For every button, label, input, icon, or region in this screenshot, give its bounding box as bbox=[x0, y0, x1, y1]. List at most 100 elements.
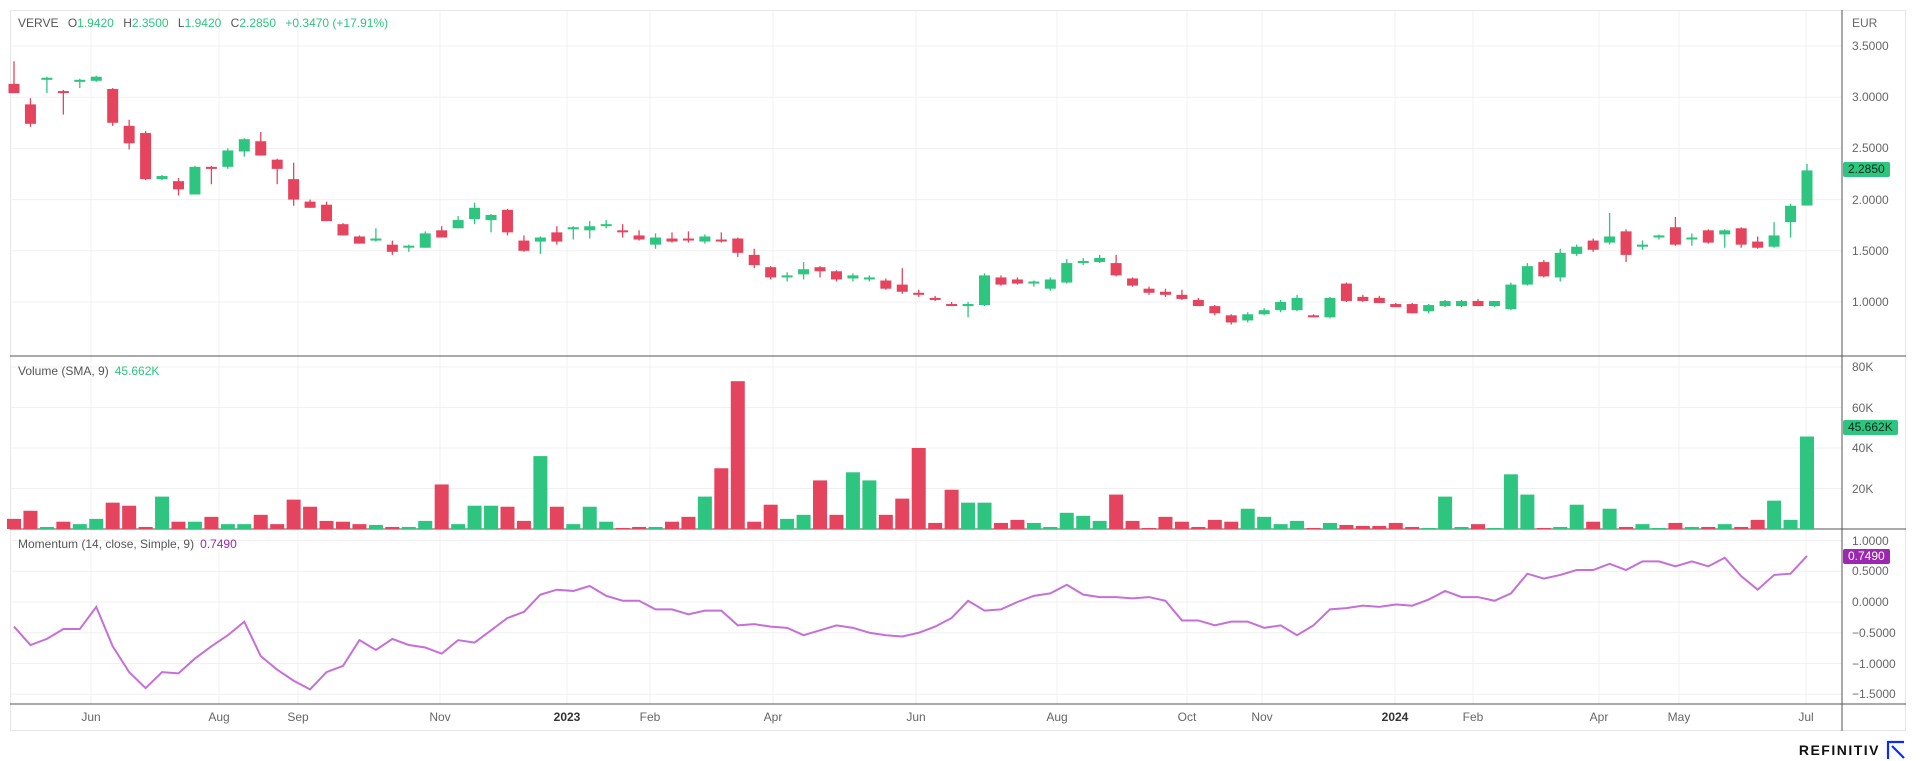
candle-body bbox=[1340, 283, 1352, 301]
volume-bar bbox=[1520, 494, 1535, 529]
volume-bar bbox=[72, 524, 87, 529]
candle-body bbox=[436, 230, 448, 238]
time-axis-label: Aug bbox=[208, 710, 230, 724]
candle-body bbox=[1702, 230, 1714, 243]
candle-body bbox=[551, 232, 563, 242]
volume-bar bbox=[714, 468, 729, 529]
volume-bar bbox=[813, 480, 828, 529]
candle-body bbox=[1094, 257, 1106, 263]
volume-bar bbox=[615, 527, 630, 529]
high-label: H bbox=[123, 16, 132, 30]
volume-bar bbox=[516, 520, 531, 529]
candle-body bbox=[57, 91, 69, 94]
candle-body bbox=[1258, 310, 1270, 315]
volume-bar bbox=[484, 505, 499, 529]
candle-body bbox=[469, 207, 481, 220]
time-axis-label: 2024 bbox=[1381, 710, 1409, 724]
volume-bar bbox=[56, 521, 71, 529]
volume-bar bbox=[286, 499, 301, 529]
momentum-tick-label: 1.0000 bbox=[1852, 533, 1889, 548]
volume-bar bbox=[237, 524, 252, 529]
candle-body bbox=[271, 159, 283, 169]
volume-bar bbox=[533, 456, 548, 529]
volume-bar bbox=[1569, 504, 1584, 529]
price-tick-label: 2.0000 bbox=[1852, 192, 1889, 207]
time-axis-label: Feb bbox=[1462, 710, 1484, 724]
volume-bar bbox=[385, 526, 400, 529]
volume-bar bbox=[582, 506, 597, 529]
candle-body bbox=[1620, 231, 1632, 255]
volume-bar bbox=[270, 524, 285, 529]
volume-bar bbox=[1174, 521, 1189, 529]
candle-body bbox=[1242, 314, 1254, 321]
volume-bar bbox=[1684, 526, 1699, 529]
volume-bar bbox=[944, 489, 959, 529]
volume-bar bbox=[1142, 527, 1157, 529]
candle-body bbox=[205, 166, 217, 169]
open-label: O bbox=[67, 16, 78, 30]
volume-bar bbox=[632, 526, 647, 529]
volume-bar bbox=[1273, 524, 1288, 529]
volume-legend-label: Volume (SMA, 9) bbox=[18, 364, 109, 378]
candle-body bbox=[1061, 263, 1073, 283]
candle-body bbox=[1439, 300, 1451, 307]
price-tick-label: 3.0000 bbox=[1852, 90, 1889, 105]
time-axis-label: Sep bbox=[287, 710, 309, 724]
volume-bar bbox=[105, 502, 120, 529]
volume-bar bbox=[1306, 527, 1321, 529]
price-tick-label: 1.0000 bbox=[1852, 295, 1889, 309]
volume-bar bbox=[1026, 522, 1041, 529]
candle-body bbox=[1752, 241, 1764, 248]
candle-body bbox=[107, 89, 119, 123]
candle-body bbox=[1308, 315, 1320, 318]
volume-bar bbox=[220, 524, 235, 529]
candle-body bbox=[979, 275, 991, 306]
candle-body bbox=[1719, 230, 1731, 235]
candle-body bbox=[1028, 281, 1040, 284]
volume-bar bbox=[1734, 526, 1749, 529]
candle-body bbox=[1225, 315, 1237, 323]
volume-bar bbox=[697, 496, 712, 529]
candle-body bbox=[584, 226, 596, 231]
volume-bar bbox=[648, 526, 663, 529]
volume-bar bbox=[1750, 519, 1765, 529]
volume-bar bbox=[434, 484, 449, 529]
time-axis-label: 2023 bbox=[553, 710, 581, 724]
volume-bar bbox=[352, 524, 367, 529]
volume-bar bbox=[1388, 522, 1403, 529]
time-axis-label: Jul bbox=[1798, 710, 1814, 724]
candle-body bbox=[304, 201, 316, 208]
candle-body bbox=[814, 267, 826, 272]
candle-body bbox=[156, 176, 168, 180]
candle-body bbox=[1192, 299, 1204, 307]
momentum-legend-value: 0.7490 bbox=[200, 537, 237, 551]
volume-bar bbox=[368, 524, 383, 529]
time-axis-label: Feb bbox=[639, 710, 661, 724]
price-legend: VERVE O1.9420 H2.3500 L1.9420 C2.2850 +0… bbox=[18, 16, 394, 30]
volume-bar bbox=[1059, 512, 1074, 529]
low-label: L bbox=[177, 16, 185, 30]
candle-body bbox=[1077, 261, 1089, 264]
last-momentum-badge: 0.7490 bbox=[1843, 549, 1890, 564]
volume-bar bbox=[253, 514, 268, 529]
volume-bar bbox=[1109, 494, 1124, 529]
volume-bar bbox=[895, 498, 910, 529]
open-value: 1.9420 bbox=[77, 16, 114, 30]
candle-body bbox=[41, 77, 53, 80]
volume-bar bbox=[1355, 525, 1370, 529]
volume-bar bbox=[1438, 496, 1453, 529]
close-label: C bbox=[230, 16, 240, 30]
volume-bar bbox=[451, 524, 466, 529]
candle-body bbox=[222, 150, 234, 167]
volume-bar bbox=[1010, 519, 1025, 529]
volume-bar bbox=[1701, 526, 1716, 529]
candle-body bbox=[682, 238, 694, 241]
volume-bar bbox=[1635, 524, 1650, 529]
candle-body bbox=[880, 280, 892, 289]
time-axis-label: Nov bbox=[429, 710, 451, 724]
candle-body bbox=[1488, 300, 1500, 307]
candle-body bbox=[1373, 297, 1385, 304]
candle-body bbox=[946, 304, 958, 307]
volume-bar bbox=[566, 524, 581, 529]
